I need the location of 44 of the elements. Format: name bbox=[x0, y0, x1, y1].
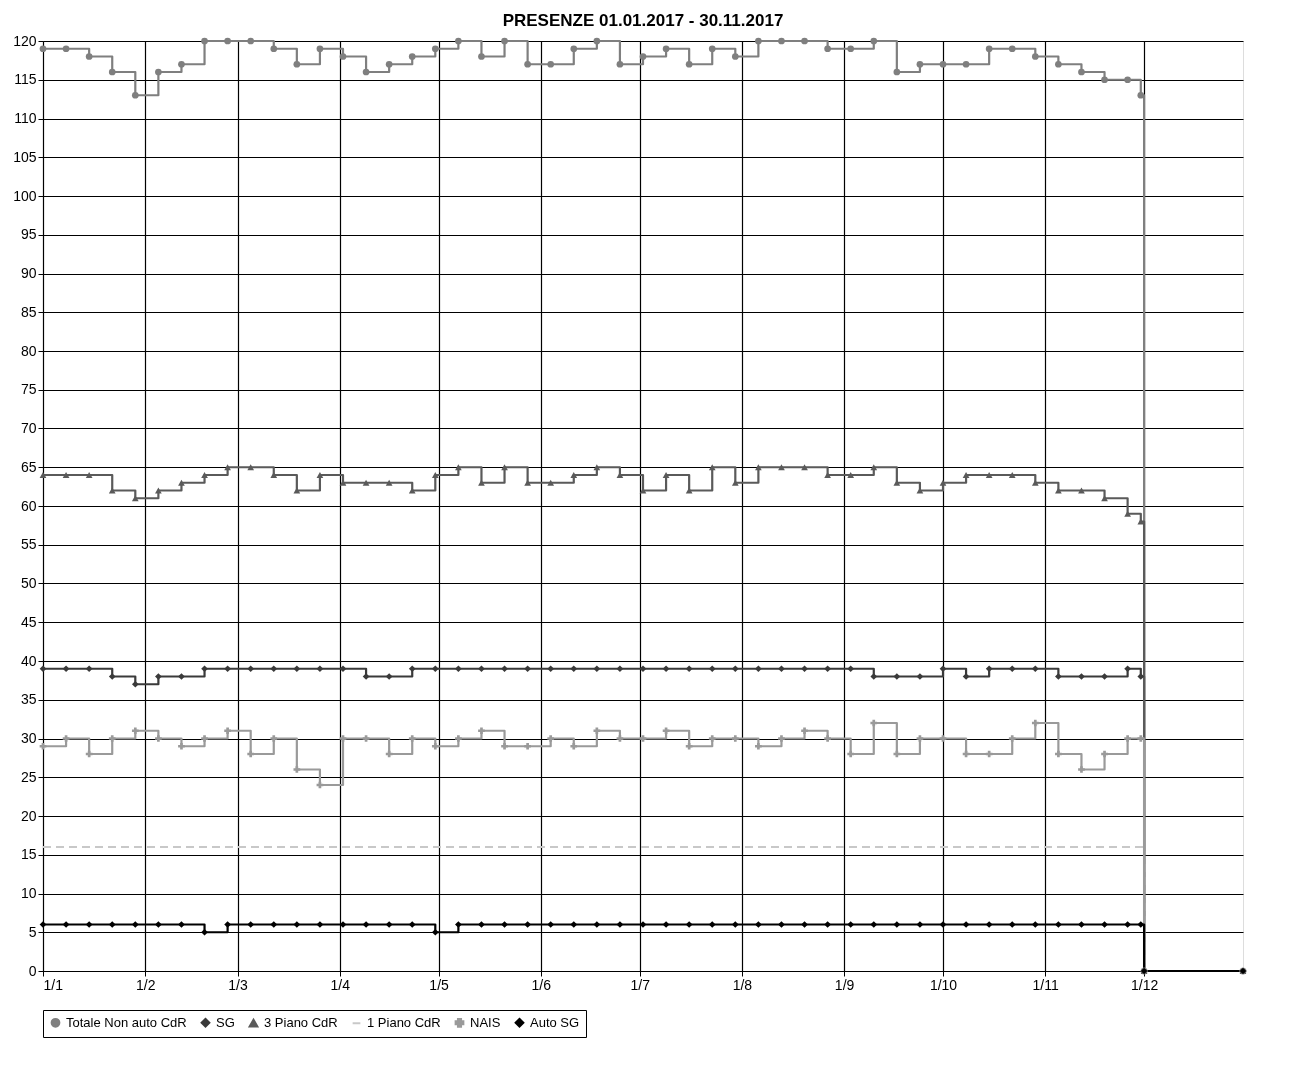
x-tick-label: 1/1 bbox=[43, 976, 64, 993]
y-tick-label: 55 bbox=[20, 536, 37, 553]
x-tick-label: 1/12 bbox=[1130, 976, 1159, 993]
y-tick-label: 120 bbox=[13, 32, 37, 49]
y-tick-label: 5 bbox=[28, 923, 37, 940]
y-tick-label: 65 bbox=[20, 458, 37, 475]
x-tick-label: 1/2 bbox=[135, 976, 156, 993]
y-tick-label: 45 bbox=[20, 613, 37, 630]
y-tick-label: 35 bbox=[20, 691, 37, 708]
x-tick-label: 1/9 bbox=[834, 976, 855, 993]
x-tick-label: 1/10 bbox=[929, 976, 958, 993]
x-tick-label: 1/5 bbox=[429, 976, 450, 993]
y-tick-label: 90 bbox=[20, 265, 37, 281]
y-tick-label: 75 bbox=[20, 381, 37, 398]
y-tick-label: 25 bbox=[20, 768, 37, 785]
y-tick-label: 115 bbox=[14, 71, 37, 88]
y-tick-label: 80 bbox=[20, 342, 37, 359]
y-tick-label: 15 bbox=[20, 846, 37, 863]
x-tick-label: 1/3 bbox=[228, 976, 248, 993]
y-tick-label: 85 bbox=[20, 303, 37, 320]
legend-label: SG bbox=[216, 1014, 235, 1030]
y-tick-label: 70 bbox=[20, 420, 37, 436]
y-tick-label: 110 bbox=[14, 110, 37, 126]
chart-title: PRESENZE 01.01.2017 - 30.11.2017 bbox=[502, 11, 784, 30]
x-tick-label: 1/11 bbox=[1032, 976, 1060, 993]
y-tick-label: 50 bbox=[20, 575, 37, 591]
y-tick-label: 95 bbox=[20, 226, 37, 243]
legend-label: NAIS bbox=[470, 1014, 501, 1030]
y-tick-label: 10 bbox=[20, 885, 37, 901]
legend-label: Auto SG bbox=[530, 1014, 580, 1030]
y-tick-label: 40 bbox=[20, 652, 37, 669]
legend-label: 1 Piano CdR bbox=[367, 1015, 441, 1031]
x-tick-label: 1/8 bbox=[732, 976, 753, 993]
y-tick-label: 105 bbox=[13, 148, 37, 165]
y-tick-label: 30 bbox=[20, 730, 37, 746]
y-tick-label: 100 bbox=[13, 187, 37, 204]
x-tick-label: 1/4 bbox=[330, 976, 351, 993]
y-tick-label: 20 bbox=[20, 807, 37, 824]
y-tick-label: 60 bbox=[20, 497, 37, 514]
x-tick-label: 1/6 bbox=[531, 976, 552, 993]
x-tick-label: 1/7 bbox=[630, 976, 651, 993]
y-tick-label: 0 bbox=[28, 962, 37, 979]
legend-label: 3 Piano CdR bbox=[264, 1015, 338, 1031]
legend-label: Totale Non auto CdR bbox=[66, 1014, 187, 1030]
